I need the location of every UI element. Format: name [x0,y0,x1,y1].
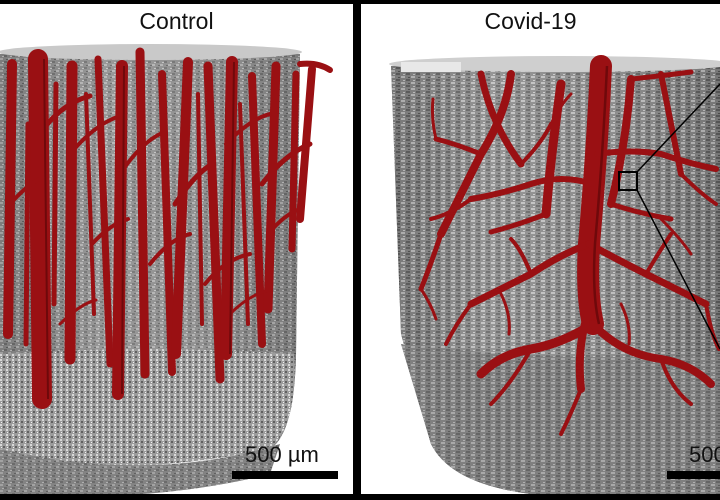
zoom-region-box [618,171,638,191]
zoom-line-upper [636,83,720,173]
covid-vessels [418,55,720,436]
covid-title: Covid-19 [484,8,577,34]
control-vessels [3,47,333,409]
covid-scale-label: 500 [689,442,720,467]
control-title: Control [139,8,214,34]
control-tissue-render [0,44,333,494]
covid-panel: Covid-19 [361,4,720,494]
control-panel: Control [0,4,353,494]
covid-tissue-render [389,55,720,494]
control-scale-label: 500 µm [245,442,319,467]
control-scale-bar [232,471,338,479]
covid-scale-bar [667,471,720,479]
zoom-line-lower [636,189,720,350]
